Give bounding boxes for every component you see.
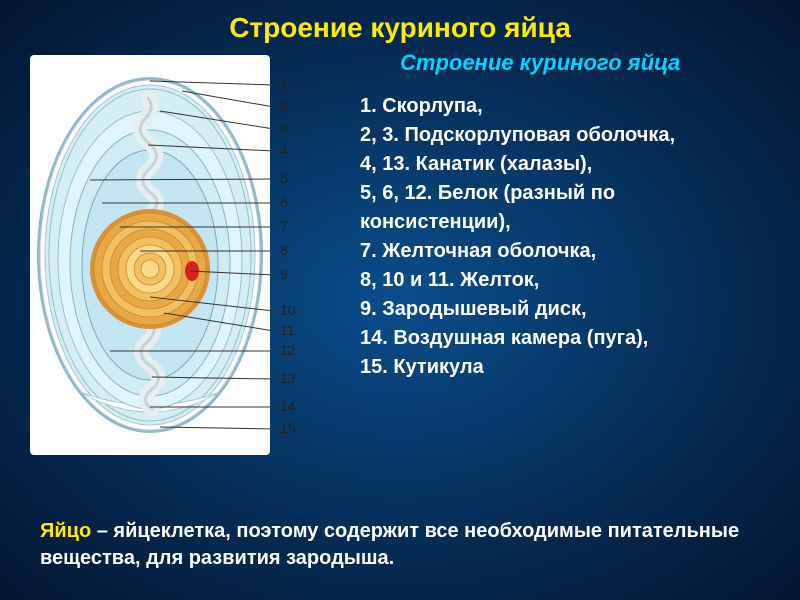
svg-text:3: 3	[280, 120, 288, 136]
main-title: Строение куриного яйца	[0, 0, 800, 44]
svg-text:15: 15	[280, 420, 296, 436]
list-row: 4, 13. Канатик (халазы),	[360, 150, 780, 179]
svg-text:6: 6	[280, 194, 288, 210]
sub-title: Строение куриного яйца	[400, 50, 680, 76]
svg-text:4: 4	[280, 142, 288, 158]
svg-text:13: 13	[280, 370, 296, 386]
svg-text:10: 10	[280, 302, 296, 318]
svg-text:11: 11	[280, 322, 295, 338]
list-row: 5, 6, 12. Белок (разный по	[360, 179, 780, 208]
egg-diagram: 123456789101112131415	[30, 55, 340, 475]
svg-text:12: 12	[280, 342, 296, 358]
svg-text:7: 7	[280, 218, 288, 234]
footer-rest: – яйцеклетка, поэтому содержит все необх…	[40, 520, 739, 569]
egg-svg: 123456789101112131415	[30, 55, 340, 475]
svg-text:1: 1	[280, 76, 288, 92]
svg-text:14: 14	[280, 398, 296, 414]
svg-text:5: 5	[280, 170, 288, 186]
list-row: 9. Зародышевый диск,	[360, 295, 780, 324]
svg-text:9: 9	[280, 266, 288, 282]
list-row: 14. Воздушная камера (пуга),	[360, 324, 780, 353]
footer-term: Яйцо	[40, 520, 91, 542]
parts-list: 1. Скорлупа,2, 3. Подскорлуповая оболочк…	[360, 92, 780, 382]
list-row: 7. Желточная оболочка,	[360, 237, 780, 266]
list-row: 2, 3. Подскорлуповая оболочка,	[360, 121, 780, 150]
list-row: консистенции),	[360, 208, 780, 237]
list-row: 15. Кутикула	[360, 353, 780, 382]
list-row: 1. Скорлупа,	[360, 92, 780, 121]
svg-text:8: 8	[280, 242, 288, 258]
list-row: 8, 10 и 11. Желток,	[360, 266, 780, 295]
svg-text:2: 2	[280, 98, 288, 114]
footer-definition: Яйцо – яйцеклетка, поэтому содержит все …	[40, 518, 760, 572]
